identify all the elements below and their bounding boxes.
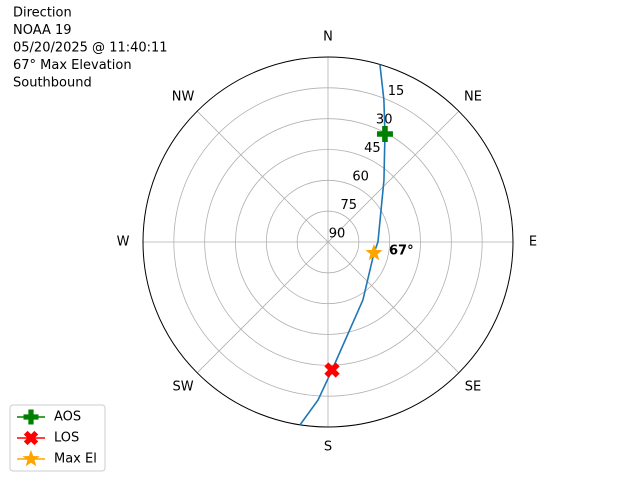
x-marker: [23, 430, 39, 446]
track-line: [299, 64, 386, 426]
grid-ring: [296, 210, 360, 274]
grid-ring: [265, 179, 391, 305]
theta-label: NE: [464, 90, 482, 105]
theta-label: W: [117, 235, 130, 250]
theta-label: SE: [465, 379, 481, 394]
star-marker: [365, 243, 383, 261]
theta-label: S: [324, 440, 332, 455]
value-label: 67°: [389, 243, 414, 258]
legend: AOS LOS Max El: [9, 404, 106, 472]
r-tick-label: 60: [352, 170, 369, 185]
r-tick-label: 45: [364, 141, 381, 156]
title-line: Southbound: [13, 76, 92, 91]
plus-marker: [23, 409, 39, 425]
title-line: 05/20/2025 @ 11:40:11: [13, 41, 168, 56]
title-line: Direction: [13, 6, 72, 21]
plus-marker: [376, 125, 393, 142]
theta-label: SW: [172, 379, 193, 394]
title-line: NOAA 19: [13, 23, 72, 38]
theta-label: NW: [172, 90, 195, 105]
grid-ring: [235, 149, 421, 335]
legend-frame: [9, 404, 106, 472]
legend-label: LOS: [54, 431, 79, 446]
r-tick-label: 75: [341, 198, 358, 213]
theta-label: E: [529, 235, 537, 250]
r-tick-label: 15: [388, 84, 405, 99]
grid-ring: [173, 87, 483, 397]
star-marker: [22, 450, 40, 467]
legend-label: Max El: [54, 452, 97, 467]
outer-circle: [142, 56, 514, 428]
theta-label: N: [323, 30, 333, 45]
x-marker: [324, 362, 340, 378]
r-tick-label: 90: [329, 227, 346, 242]
legend-label: AOS: [54, 410, 81, 425]
title-line: 67° Max Elevation: [13, 58, 132, 73]
